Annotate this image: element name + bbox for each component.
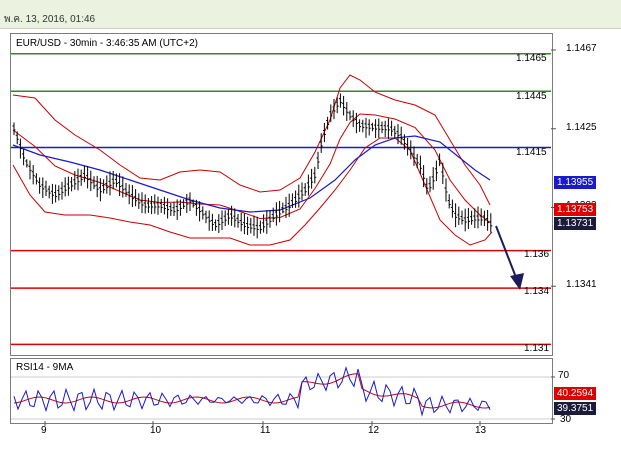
x-tick-label: 9 xyxy=(41,425,47,436)
level-label-1445: 1.1445 xyxy=(516,91,547,102)
chart-title: EUR/USD - 30min - 3:46:35 AM (UTC+2) xyxy=(16,38,198,49)
rsi-scale-label: 70 xyxy=(558,370,570,381)
rsi-value-tag: 39.3751 xyxy=(554,402,597,415)
level-label-131: 1.131 xyxy=(524,343,550,354)
level-label-134: 1.134 xyxy=(524,286,550,297)
header-datetime: พ.ค. 13, 2016, 01:46 xyxy=(4,14,96,25)
rsi-line xyxy=(13,365,491,417)
price-scale-label: 1.1467 xyxy=(566,43,597,54)
price-tag-upper-band: 1.13753 xyxy=(554,203,597,216)
forecast-arrow-head xyxy=(510,273,524,290)
x-tick-label: 13 xyxy=(475,425,487,436)
price-scale-label: 1.1425 xyxy=(566,122,597,133)
level-label-1415: 1.1415 xyxy=(516,147,547,158)
x-tick-label: 11 xyxy=(260,425,271,436)
x-tick-label: 10 xyxy=(150,425,162,436)
moving-average-line xyxy=(12,135,491,213)
rsi-scale-label: 30 xyxy=(560,414,572,425)
rsi-panel[interactable]: RSI14 - 9MA xyxy=(10,358,553,424)
level-label-136: 1.136 xyxy=(524,249,550,260)
rsi-title: RSI14 - 9MA xyxy=(16,362,74,373)
bollinger-lower-band xyxy=(12,137,493,246)
level-label-1465: 1.1465 xyxy=(516,53,547,64)
rsi-ma-line xyxy=(13,373,491,409)
price-scale-label: 1.1341 xyxy=(566,279,597,290)
bollinger-upper-band xyxy=(12,74,491,206)
price-tag-blue-line: 1.13955 xyxy=(554,176,597,189)
forecast-arrow-shaft xyxy=(495,225,518,281)
x-tick-label: 12 xyxy=(368,425,380,436)
header-bar: พ.ค. 13, 2016, 01:46 xyxy=(0,0,621,29)
rsi-ma-tag: 40.2594 xyxy=(554,387,597,400)
price-tag-last: 1.13731 xyxy=(554,217,597,230)
